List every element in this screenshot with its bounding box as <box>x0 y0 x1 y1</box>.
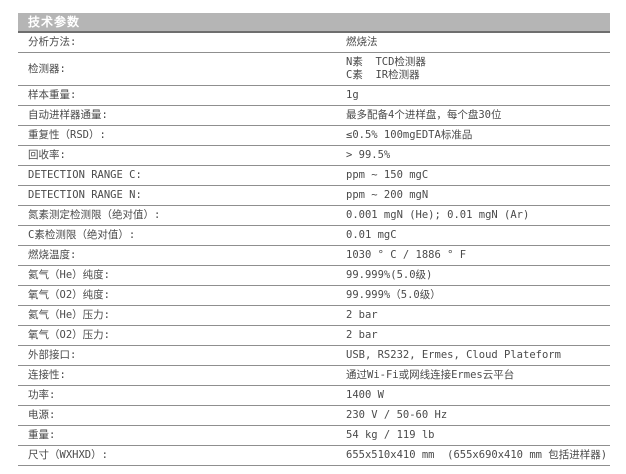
table-row: 氦气（He）纯度: 99.999%(5.0级) <box>18 266 610 286</box>
row-value: 655x510x410 mm (655x690x410 mm 包括进样器) <box>346 449 608 461</box>
row-value: 0.01 mgC <box>346 229 397 241</box>
row-value: 1030 ° C / 1886 ° F <box>346 249 467 261</box>
table-row: 检测器: N素 TCD检测器 C素 IR检测器 <box>18 53 610 86</box>
table-row: C素检测限（绝对值）: 0.01 mgC <box>18 226 610 246</box>
row-label: 尺寸（WXHXD）: <box>28 449 108 461</box>
row-label: 自动进样器通量: <box>28 109 108 121</box>
row-label: 连接性: <box>28 369 66 381</box>
row-value: 54 kg / 119 lb <box>346 429 435 441</box>
row-label: 氦气（He）纯度: <box>28 269 110 281</box>
row-value: 0.001 mgN (He); 0.01 mgN (Ar) <box>346 209 530 221</box>
row-value: 1g <box>346 89 359 101</box>
table-row: 回收率: > 99.5% <box>18 146 610 166</box>
row-value: 99.999%(5.0级) <box>346 269 433 281</box>
row-label: DETECTION RANGE C: <box>28 169 142 181</box>
row-value: ppm ~ 200 mgN <box>346 189 429 201</box>
table-row: 电源: 230 V / 50-60 Hz <box>18 406 610 426</box>
spec-table-title-bar: 技术参数 <box>18 13 610 33</box>
row-value: ≤0.5% 100mgEDTA标准品 <box>346 129 473 141</box>
spec-table: 技术参数 分析方法: 燃烧法 检测器: N素 TCD检测器 C素 IR检测器 样… <box>18 13 610 466</box>
table-row: 重复性（RSD）: ≤0.5% 100mgEDTA标准品 <box>18 126 610 146</box>
row-value: 2 bar <box>346 309 378 321</box>
row-label: DETECTION RANGE N: <box>28 189 142 201</box>
row-value: 燃烧法 <box>346 36 378 48</box>
row-label: 氮素测定检测限（绝对值）: <box>28 209 161 221</box>
table-row: 分析方法: 燃烧法 <box>18 33 610 53</box>
row-label: C素检测限（绝对值）: <box>28 229 136 241</box>
row-label: 燃烧温度: <box>28 249 77 261</box>
table-row: 功率: 1400 W <box>18 386 610 406</box>
row-value: 1400 W <box>346 389 384 401</box>
row-value: 2 bar <box>346 329 378 341</box>
row-value: 通过Wi-Fi或网线连接Ermes云平台 <box>346 369 515 381</box>
row-value: ppm ~ 150 mgC <box>346 169 429 181</box>
row-label: 回收率: <box>28 149 66 161</box>
row-value: 230 V / 50-60 Hz <box>346 409 448 421</box>
table-row: 样本重量: 1g <box>18 86 610 106</box>
table-row: 连接性: 通过Wi-Fi或网线连接Ermes云平台 <box>18 366 610 386</box>
row-label: 氧气（O2）压力: <box>28 329 110 341</box>
row-value: USB, RS232, Ermes, Cloud Plateform <box>346 349 561 361</box>
row-label: 外部接口: <box>28 349 77 361</box>
row-label: 电源: <box>28 409 56 421</box>
table-row: DETECTION RANGE N: ppm ~ 200 mgN <box>18 186 610 206</box>
row-label: 氦气（He）压力: <box>28 309 110 321</box>
row-value: 最多配备4个进样盘，每个盘30位 <box>346 109 502 121</box>
spec-table-body: 分析方法: 燃烧法 检测器: N素 TCD检测器 C素 IR检测器 样本重量: … <box>18 33 610 466</box>
table-row: 尺寸（WXHXD）: 655x510x410 mm (655x690x410 m… <box>18 446 610 466</box>
table-row: 重量: 54 kg / 119 lb <box>18 426 610 446</box>
table-row: 氮素测定检测限（绝对值）: 0.001 mgN (He); 0.01 mgN (… <box>18 206 610 226</box>
row-value: > 99.5% <box>346 149 391 161</box>
row-label: 功率: <box>28 389 56 401</box>
table-row: 外部接口: USB, RS232, Ermes, Cloud Plateform <box>18 346 610 366</box>
table-row: 燃烧温度: 1030 ° C / 1886 ° F <box>18 246 610 266</box>
table-row: 氦气（He）压力: 2 bar <box>18 306 610 326</box>
row-label: 分析方法: <box>28 36 77 48</box>
row-label: 样本重量: <box>28 89 77 101</box>
table-row: 自动进样器通量: 最多配备4个进样盘，每个盘30位 <box>18 106 610 126</box>
row-label: 检测器: <box>28 62 66 75</box>
row-label: 重量: <box>28 429 56 441</box>
row-label: 氧气（O2）纯度: <box>28 289 110 301</box>
table-row: DETECTION RANGE C: ppm ~ 150 mgC <box>18 166 610 186</box>
table-row: 氧气（O2）纯度: 99.999%（5.0级） <box>18 286 610 306</box>
row-label: 重复性（RSD）: <box>28 129 106 141</box>
row-value: N素 TCD检测器 C素 IR检测器 <box>346 56 426 81</box>
table-row: 氧气（O2）压力: 2 bar <box>18 326 610 346</box>
row-value: 99.999%（5.0级） <box>346 289 441 301</box>
